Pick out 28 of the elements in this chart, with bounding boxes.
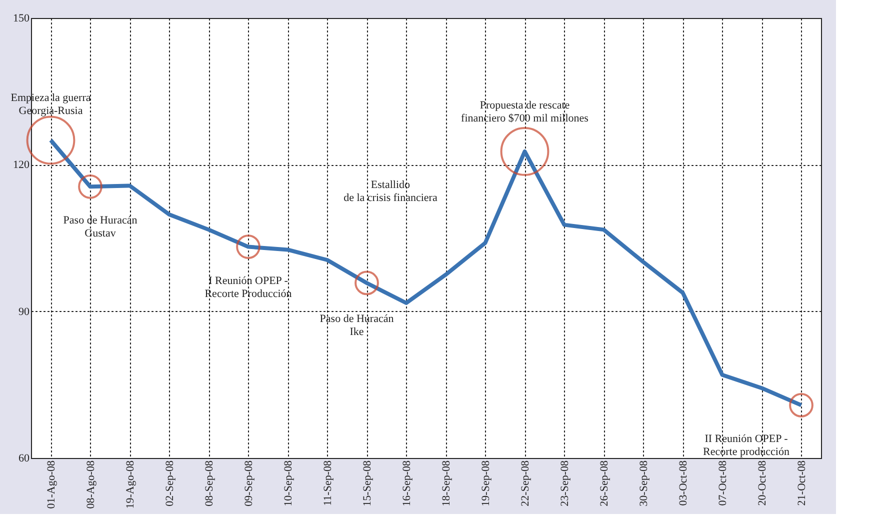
x-tick-label: 30-Sep-08 (638, 460, 650, 506)
x-tick-label: 22-Sep-08 (519, 460, 532, 506)
x-tick-label: 21-Oct-08 (796, 460, 808, 506)
x-tick-label: 15-Sep-08 (361, 460, 374, 506)
x-tick-label: 19-Ago-08 (124, 460, 136, 509)
y-tick-label: 60 (18, 452, 30, 464)
y-tick-label: 150 (13, 12, 30, 24)
x-tick-label: 02-Sep-08 (164, 460, 176, 506)
x-tick-label: 08-Ago-08 (84, 460, 97, 509)
annotation: Propuesta de rescate financiero $700 mil millones (461, 99, 588, 124)
x-tick-label: 20-Oct-08 (756, 460, 768, 506)
x-tick-label: 18-Sep-08 (440, 460, 452, 506)
x-tick-label: 16-Sep-08 (400, 460, 413, 506)
x-tick-label: 08-Sep-08 (203, 460, 216, 506)
x-tick-label: 03-Oct-08 (677, 460, 690, 506)
annotation: Paso de Huracán Ike (320, 312, 394, 338)
x-tick-label: 23-Sep-08 (558, 460, 571, 506)
x-tick-label: 10-Sep-08 (282, 460, 294, 506)
annotation: Estallido de la crisis financiera (344, 179, 438, 204)
annotation: II Reunión OPEP - Recorte producción (703, 433, 790, 458)
x-tick-label: 11-Sep-08 (322, 460, 334, 506)
x-tick-label: 07-Oct-08 (716, 460, 729, 506)
x-tick-label: 19-Sep-08 (480, 460, 492, 506)
y-tick-label: 90 (18, 306, 30, 318)
x-tick-label: 09-Sep-08 (242, 460, 255, 506)
x-tick-label: 01-Ago-08 (45, 460, 58, 509)
y-tick-label: 120 (13, 159, 30, 172)
x-tick-label: 26-Sep-08 (598, 460, 610, 506)
